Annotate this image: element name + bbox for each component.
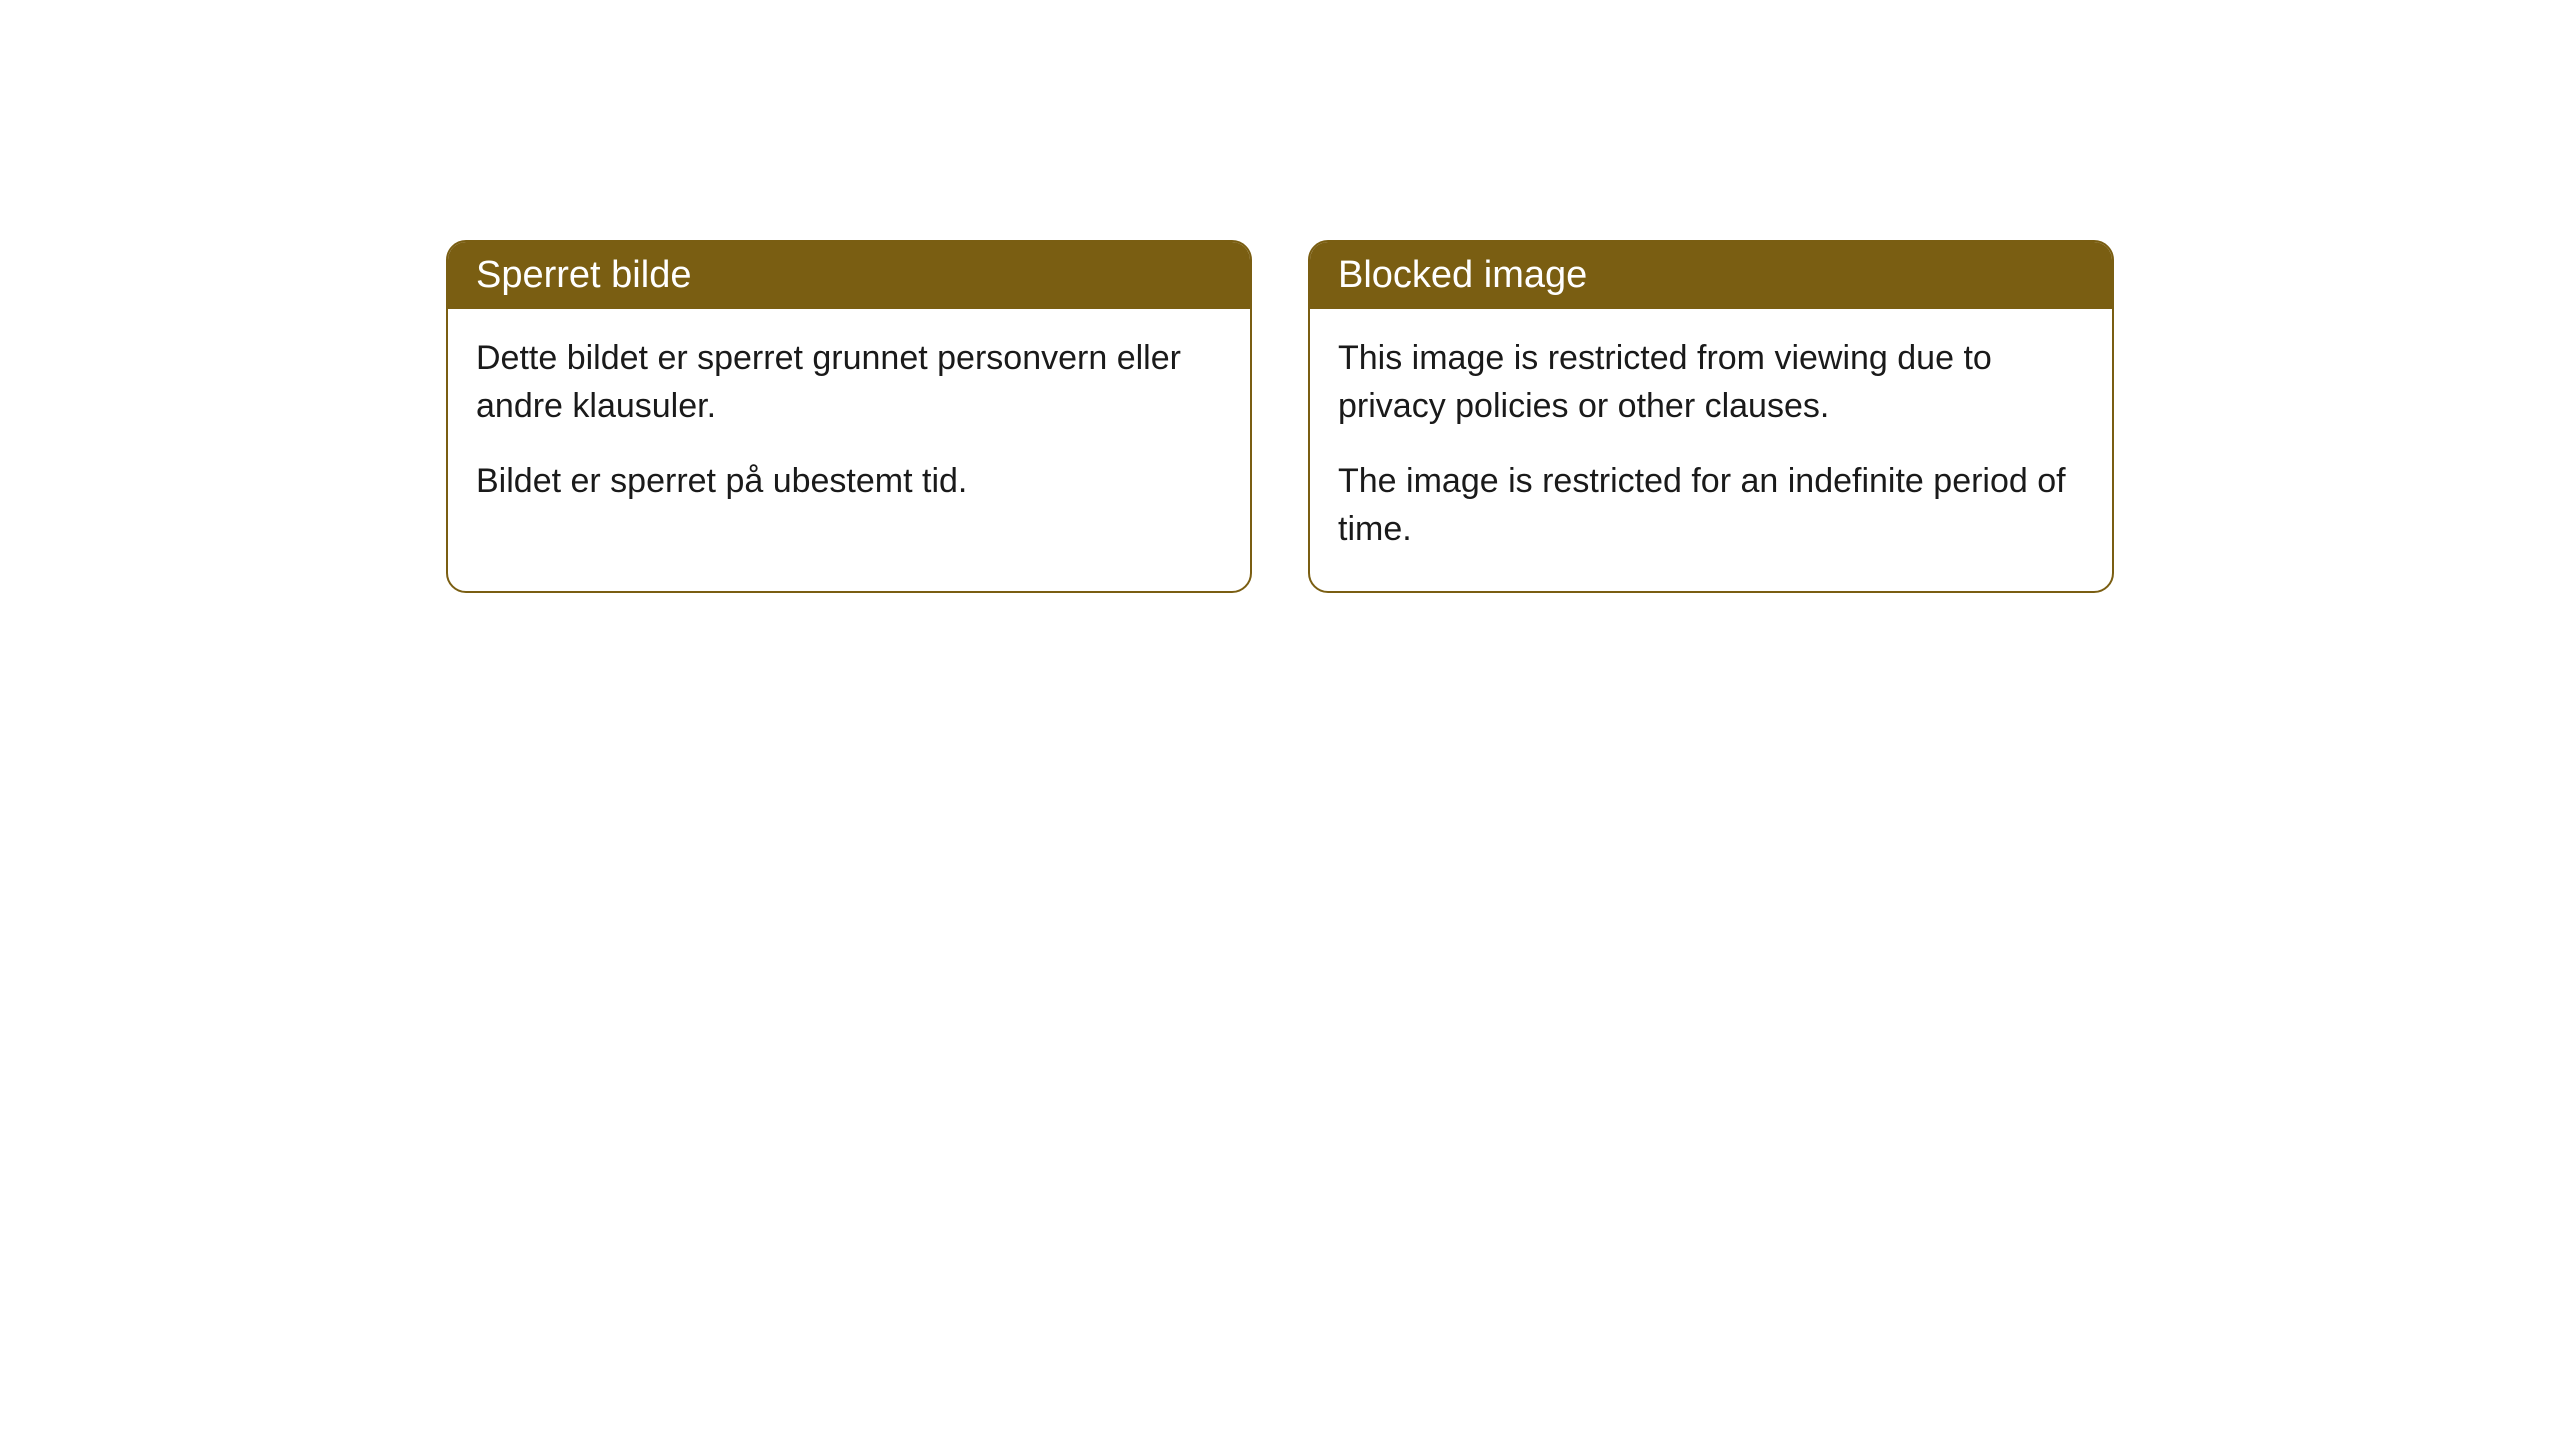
card-paragraph-1-english: This image is restricted from viewing du… — [1338, 335, 2084, 430]
card-paragraph-2-english: The image is restricted for an indefinit… — [1338, 458, 2084, 553]
card-title-english: Blocked image — [1338, 254, 1587, 296]
card-body-norwegian: Dette bildet er sperret grunnet personve… — [448, 309, 1250, 544]
blocked-image-card-english: Blocked image This image is restricted f… — [1308, 240, 2114, 593]
card-header-norwegian: Sperret bilde — [448, 242, 1250, 309]
card-paragraph-2-norwegian: Bildet er sperret på ubestemt tid. — [476, 458, 1222, 506]
notice-cards-container: Sperret bilde Dette bildet er sperret gr… — [446, 240, 2114, 593]
card-title-norwegian: Sperret bilde — [476, 254, 691, 296]
card-body-english: This image is restricted from viewing du… — [1310, 309, 2112, 591]
blocked-image-card-norwegian: Sperret bilde Dette bildet er sperret gr… — [446, 240, 1252, 593]
card-paragraph-1-norwegian: Dette bildet er sperret grunnet personve… — [476, 335, 1222, 430]
card-header-english: Blocked image — [1310, 242, 2112, 309]
